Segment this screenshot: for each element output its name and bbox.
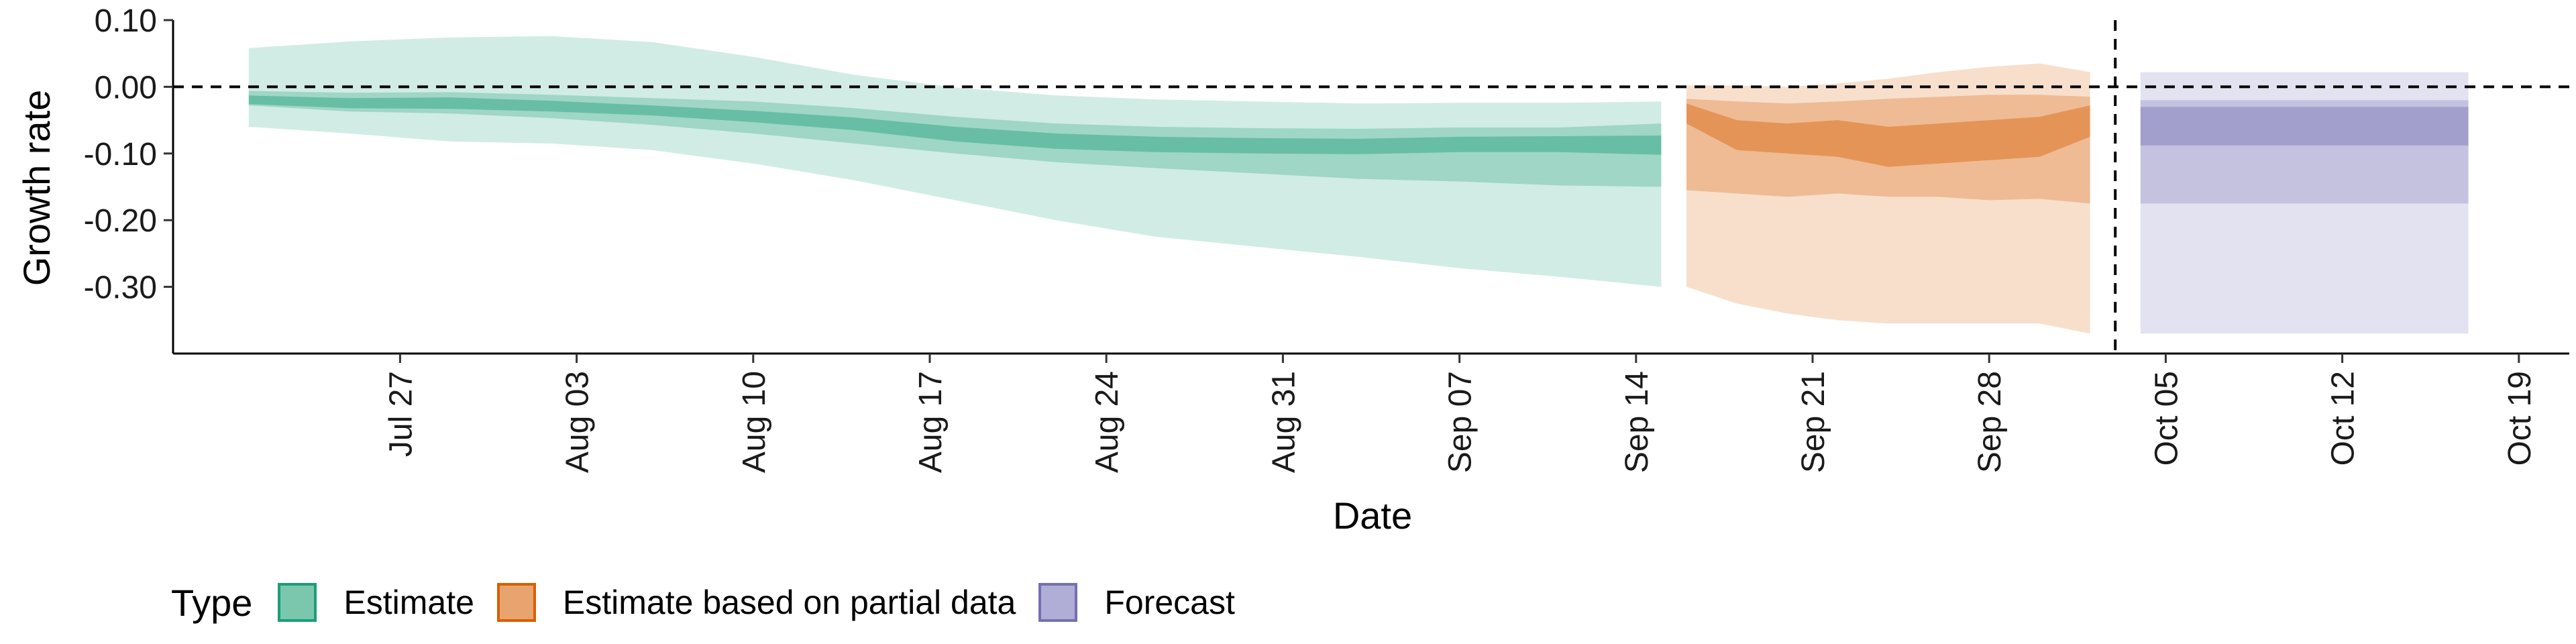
legend-label-estimate: Estimate xyxy=(343,584,474,621)
x-tick-label: Sep 21 xyxy=(1796,371,1831,473)
legend-item-estimate: Estimate xyxy=(278,583,474,622)
forecast-band-90 xyxy=(2140,72,2469,334)
x-tick-label: Oct 12 xyxy=(2326,371,2361,466)
estimate-band-50 xyxy=(248,91,1662,187)
reference-lines xyxy=(173,20,2569,354)
y-tick-label: 0.10 xyxy=(95,3,157,39)
x-tick-label: Aug 24 xyxy=(1089,371,1125,473)
estimate-series xyxy=(248,36,1662,287)
ribbons-layer xyxy=(248,36,2469,334)
y-tick-label: -0.20 xyxy=(84,203,157,239)
y-tick-label: 0.00 xyxy=(95,70,157,105)
forecast-band-20 xyxy=(2140,107,2469,146)
x-tick-label: Oct 19 xyxy=(2502,371,2538,466)
legend-item-partial-estimate: Estimate based on partial data xyxy=(496,583,1016,622)
x-tick-label: Oct 05 xyxy=(2149,371,2184,466)
x-tick-label: Jul 27 xyxy=(383,371,419,457)
legend-label-partial-estimate: Estimate based on partial data xyxy=(562,584,1016,621)
legend-item-forecast: Forecast xyxy=(1038,583,1235,622)
x-tick-label: Aug 03 xyxy=(560,371,596,473)
x-tick-label: Aug 17 xyxy=(913,371,949,473)
estimate-based-on-partial-data-series xyxy=(1686,63,2090,334)
legend-key-partial-estimate xyxy=(496,583,536,622)
x-tick-label: Sep 28 xyxy=(1972,371,2008,473)
legend-key-estimate xyxy=(278,583,317,622)
x-axis-title: Date xyxy=(1333,494,1412,537)
y-axis-title: Growth rate xyxy=(15,90,58,286)
legend-label-forecast: Forecast xyxy=(1104,584,1235,621)
estimate-band-90 xyxy=(248,36,1662,287)
legend: Type Estimate Estimate based on partial … xyxy=(171,576,1258,629)
legend-key-forecast xyxy=(1038,583,1078,622)
legend-title: Type xyxy=(171,581,253,624)
y-tick-label: -0.30 xyxy=(84,270,157,306)
x-tick-label: Aug 31 xyxy=(1266,371,1301,473)
estimate-based-on-partial-data-band-90 xyxy=(1686,63,2090,334)
estimate-based-on-partial-data-band-20 xyxy=(1686,103,2090,167)
x-tick-label: Aug 10 xyxy=(737,371,772,473)
forecast-band-50 xyxy=(2140,100,2469,204)
estimate-based-on-partial-data-band-50 xyxy=(1686,95,2090,204)
estimate-band-20 xyxy=(248,95,1662,155)
y-tick-label: -0.10 xyxy=(84,137,157,172)
forecast-series xyxy=(2140,72,2469,334)
x-tick-label: Sep 14 xyxy=(1619,371,1655,473)
axes-layer: 0.10 0.00 -0.10 -0.20 -0.30 Jul 27 Aug 03 Aug 1… xyxy=(84,3,2569,473)
x-tick-label: Sep 07 xyxy=(1443,371,1479,473)
